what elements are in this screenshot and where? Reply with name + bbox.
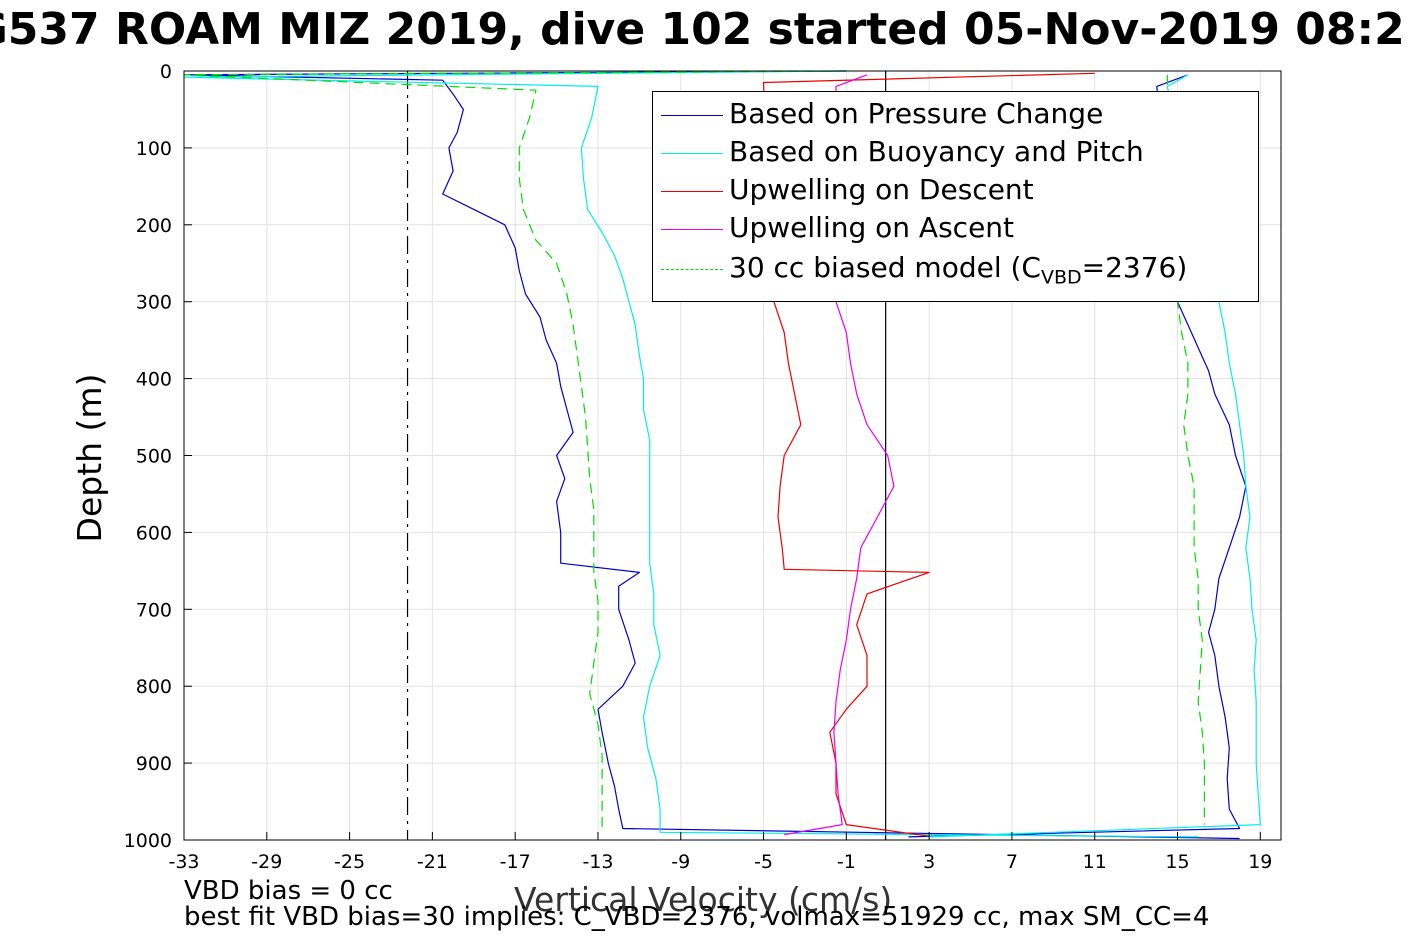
y-tick-label: 800 [136,676,172,698]
series-30-cc-biased-model-c-vbd-2376-ascent [1166,74,1206,825]
x-tick-label: -29 [251,851,282,873]
y-axis-ticks: 0 100 200 300 400 500 600 700 800 900 1000 [124,61,192,852]
legend-swatch [661,269,723,270]
legend-label-suffix: =2376) [1081,251,1188,284]
data-series [183,70,1261,840]
best-fit-note: best fit VBD bias=30 implies: C_VBD=2376… [184,902,1210,932]
legend-swatch [661,153,723,154]
legend-label-main: 30 cc biased model (C [729,251,1041,284]
y-tick-label: 900 [136,753,172,775]
x-tick-label: -1 [837,851,856,873]
y-tick-label: 700 [136,599,172,621]
x-tick-label: -33 [168,851,199,873]
legend-label: Based on Buoyancy and Pitch [729,135,1144,168]
series-based-on-pressure-change-ascent [908,74,1247,838]
legend-item-upwelling-ascent: Upwelling on Ascent [661,210,1256,248]
x-axis-label: Vertical Velocity (cm/s) [514,880,893,919]
series-upwelling-on-descent-descent [762,72,1095,837]
y-tick-label: 0 [160,61,172,83]
x-tick-label: 11 [1083,851,1107,873]
legend-item-upwelling-descent: Upwelling on Descent [661,172,1256,210]
x-tick-label: -13 [582,851,613,873]
x-tick-label: -17 [500,851,531,873]
legend-swatch [661,229,723,230]
y-tick-label: 600 [136,522,172,544]
y-tick-label: 400 [136,369,172,391]
chart-title: SG537 ROAM MIZ 2019, dive 102 started 05… [0,4,1417,56]
y-tick-label: 200 [136,215,172,237]
legend-label: Upwelling on Ascent [729,211,1015,244]
x-tick-label: -21 [417,851,448,873]
x-tick-label: -9 [671,851,690,873]
y-tick-label: 1000 [124,830,172,852]
legend-label-subscript: VBD [1040,266,1082,289]
y-tick-label: 300 [136,292,172,314]
x-tick-label: 19 [1248,851,1272,873]
legend: Based on Pressure Change Based on Buoyan… [652,91,1259,302]
x-tick-label: -25 [334,851,365,873]
chart-title-text: SG537 ROAM MIZ 2019, dive 102 started 05… [0,4,1405,55]
legend-label: Upwelling on Descent [729,173,1034,206]
x-axis-ticks: -33 -29 -25 -21 -17 -13 -9 -5 -1 3 7 11 15 19 [168,832,1272,873]
legend-item-pressure-change: Based on Pressure Change [661,96,1256,134]
legend-swatch [661,191,723,192]
series-upwelling-on-ascent-ascent [784,74,895,836]
y-tick-label: 100 [136,138,172,160]
series-based-on-buoyancy-and-pitch-descent [183,70,1199,838]
vbd-bias-note: VBD bias = 0 cc [184,876,393,906]
legend-item-biased-model: 30 cc biased model (CVBD=2376) [661,250,1256,288]
series-30-cc-biased-model-c-vbd-2376-descent [183,70,847,833]
x-tick-label: 15 [1165,851,1189,873]
legend-swatch [661,115,723,116]
legend-label: Based on Pressure Change [729,97,1104,130]
x-tick-label: 3 [923,851,935,873]
series-based-on-pressure-change-descent [183,70,1240,840]
legend-item-buoyancy-pitch: Based on Buoyancy and Pitch [661,134,1256,172]
y-axis-label: Depth (m) [70,373,109,543]
x-tick-label: -5 [754,851,773,873]
series-based-on-buoyancy-and-pitch-ascent [929,74,1261,838]
legend-label: 30 cc biased model (CVBD=2376) [729,251,1188,288]
y-tick-label: 500 [136,446,172,468]
x-tick-label: 7 [1006,851,1018,873]
